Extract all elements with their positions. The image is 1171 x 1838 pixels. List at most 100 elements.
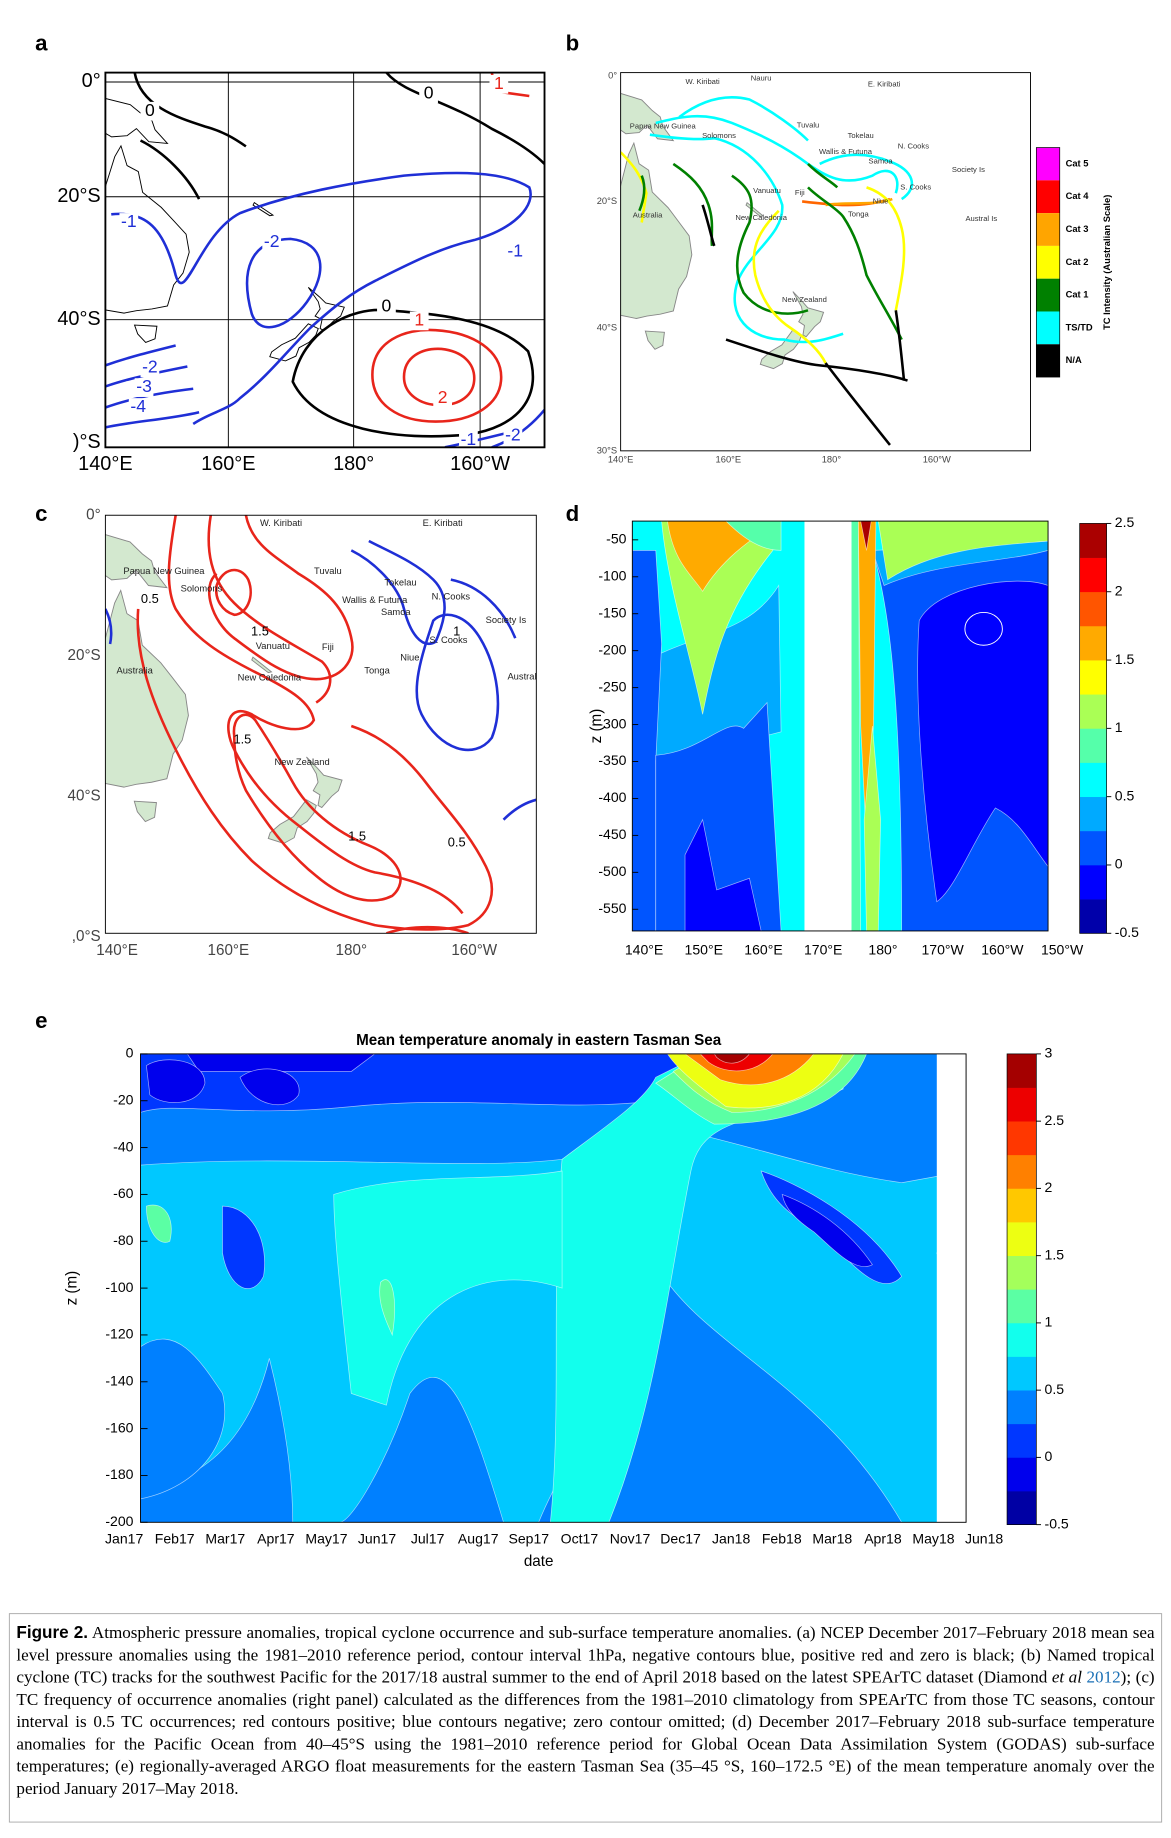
y-axis-label: z (m) [588, 709, 605, 744]
contour-label: -2 [264, 231, 280, 251]
place-name: Vanuatu [256, 641, 290, 651]
colorbar-label: TS/TD [1066, 322, 1093, 332]
y-tick-label: -140 [105, 1372, 133, 1388]
colorbar-segment [1079, 796, 1107, 832]
contour-fill [781, 1193, 873, 1267]
x-tick-label: 160°W [451, 942, 497, 959]
caption-text: Atmospheric pressure anomalies, tropical… [16, 1624, 1155, 1688]
x-tick-label: 160°E [716, 455, 742, 465]
contour [105, 344, 176, 367]
colorbar-label: -0.5 [1045, 1515, 1069, 1531]
contour-fill [863, 725, 881, 931]
place-name: Tokelau [848, 131, 874, 140]
map-c: W. Kiribati E. Kiribati Papua New Guinea So… [105, 515, 537, 934]
contour-line [964, 611, 1003, 646]
contour-label-bg [503, 426, 523, 445]
x-tick-label: Jan17 [105, 1531, 143, 1547]
y-tick-label: -150 [598, 604, 626, 620]
contour-label-bg [459, 430, 478, 448]
x-tick-label: Sep17 [509, 1531, 550, 1547]
contour-label: -2 [505, 424, 521, 444]
contour [415, 613, 500, 752]
colorbar-segment [1079, 557, 1107, 593]
contour-fill [222, 1205, 265, 1289]
colorbar-segment [1079, 591, 1107, 627]
place-name: Society Is [486, 615, 527, 625]
contour-label: 0 [145, 100, 155, 120]
place-name: Tonga [848, 209, 870, 218]
contour [491, 409, 545, 448]
contour-label: -1 [507, 240, 523, 260]
colorbar-label: 1.5 [1115, 651, 1135, 667]
x-tick-label: Feb18 [762, 1531, 802, 1547]
land [620, 141, 693, 319]
contour-fill [860, 521, 872, 551]
land [105, 144, 190, 314]
colorbar-label: 1.5 [1045, 1246, 1065, 1262]
contour-label-bg [134, 378, 154, 397]
contour-label-bg [119, 213, 139, 232]
colorbar-segment [1007, 1457, 1037, 1492]
caption-box [8, 1613, 1163, 1823]
y-tick-label: -250 [598, 678, 626, 694]
contour-label: 0 [424, 82, 434, 102]
x-tick-label: 140°E [625, 942, 663, 958]
contour [111, 171, 532, 425]
colorbar-label: 0.5 [1045, 1381, 1065, 1397]
x-tick-label: 160°W [981, 942, 1024, 958]
contour-fill [140, 1338, 226, 1500]
caption: Figure 2. Atmospheric pressure anomalies… [16, 1623, 1154, 1801]
cyclone-track [866, 186, 906, 311]
x-tick-label: Jun17 [358, 1531, 396, 1547]
contour [402, 347, 476, 407]
x-tick-label: 160°W [923, 455, 951, 465]
place-name: Papua New Guinea [123, 566, 205, 576]
place-name: N. Cooks [898, 141, 929, 150]
contour-label-bg [140, 101, 160, 121]
cyclone-track [638, 175, 646, 212]
place-name: E. Kiribati [868, 79, 901, 88]
colorbar-segment [1036, 213, 1060, 246]
panel-label: d [566, 501, 580, 526]
place-name: New Zealand [782, 295, 827, 304]
colorbar-frame [1035, 147, 1061, 378]
y-tick-label: 0 [126, 1045, 134, 1061]
y-tick-label: 20°S [68, 647, 101, 664]
cyclone-track [731, 174, 809, 315]
place-name: Australia [116, 665, 153, 675]
place-name: W. Kiribati [685, 77, 720, 86]
colorbar-title: TC Intensity (Australian Scale) [1102, 195, 1112, 330]
y-tick-label: -400 [598, 789, 626, 805]
colorbar-label: 0 [1045, 1448, 1053, 1464]
y-tick-label: -50 [606, 531, 626, 547]
y-tick-label: )°S [73, 431, 101, 453]
citation-link[interactable]: 2012 [1086, 1668, 1121, 1688]
x-tick-label: Oct17 [561, 1531, 599, 1547]
cyclone-track [655, 114, 899, 194]
cyclone-track [819, 153, 914, 201]
colorbar-segment [1036, 344, 1060, 378]
land [745, 201, 764, 217]
contour-label-bg [128, 398, 148, 417]
place-name: N. Cooks [432, 592, 471, 602]
colorbar-label: Cat 4 [1066, 191, 1090, 201]
colorbar-label: 1 [1045, 1314, 1053, 1330]
y-tick-label: -160 [105, 1419, 133, 1435]
land [105, 589, 189, 788]
y-tick-label: -100 [105, 1279, 133, 1295]
contour-label: 1.5 [233, 731, 251, 746]
place-name: E. Kiribati [423, 518, 463, 528]
contour-label: 0.5 [448, 835, 466, 850]
cyclone-track [678, 96, 809, 142]
place-name: Austral Is [965, 214, 997, 223]
y-tick-label: 40°S [68, 787, 101, 804]
field-e [140, 1053, 967, 1523]
land [306, 756, 343, 809]
map-b: W. Kiribati Nauru E. Kiribati Papua New Gui… [620, 72, 1031, 451]
x-tick-label: Dec17 [660, 1531, 701, 1547]
place-name: W. Kiribati [260, 518, 302, 528]
land [251, 656, 273, 674]
